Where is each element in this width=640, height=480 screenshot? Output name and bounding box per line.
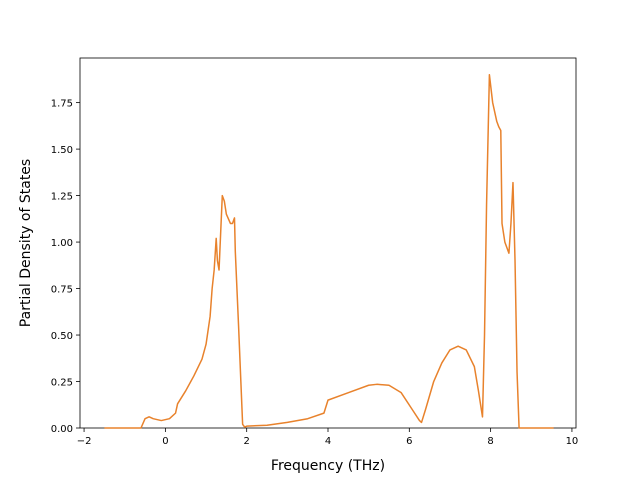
y-tick-label: 0.25 (51, 378, 73, 389)
x-tick-label: −2 (77, 436, 92, 447)
x-tick-label: 4 (325, 436, 331, 447)
y-tick-label: 1.50 (51, 145, 73, 156)
y-tick-label: 1.75 (51, 99, 73, 110)
x-axis-label: Frequency (THz) (271, 458, 385, 474)
x-tick-label: 8 (487, 436, 493, 447)
y-axis-label: Partial Density of States (18, 159, 34, 327)
plot-frame (79, 57, 577, 429)
y-tick-label: 1.25 (51, 192, 73, 203)
x-tick-label: 6 (406, 436, 412, 447)
data-line (104, 73, 554, 429)
y-tick-label: 1.00 (51, 238, 73, 249)
y-tick-label: 0.50 (51, 331, 73, 342)
x-tick-label: 10 (566, 436, 579, 447)
y-tick-label: 0.75 (51, 285, 73, 296)
x-tick-label: 2 (244, 436, 250, 447)
x-tick-label: 0 (162, 436, 168, 447)
y-tick-label: 0.00 (51, 424, 73, 435)
